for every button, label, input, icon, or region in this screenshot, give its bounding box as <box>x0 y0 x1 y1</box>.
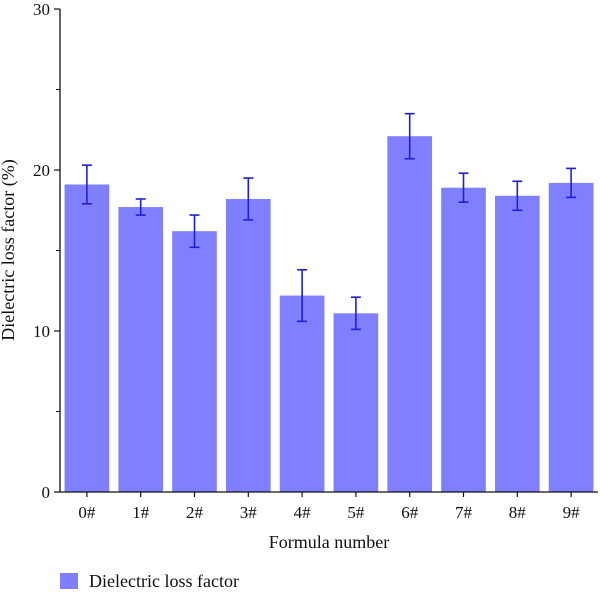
bar-2# <box>172 231 217 492</box>
x-tick-label: 8# <box>509 503 527 522</box>
error-bar-0# <box>81 164 92 205</box>
error-bar-4# <box>297 269 308 323</box>
x-tick-label: 4# <box>294 503 312 522</box>
bar-4# <box>279 295 325 492</box>
x-tick-label: 7# <box>455 503 473 522</box>
x-tick-label: 1# <box>132 503 150 522</box>
error-bar-6# <box>404 112 415 160</box>
bar-7# <box>441 187 486 492</box>
error-bar-7# <box>458 172 469 203</box>
legend-swatch <box>60 573 78 589</box>
y-tick-label: 10 <box>33 322 50 341</box>
bar-6# <box>387 136 433 492</box>
bar-9# <box>548 182 594 492</box>
bar-3# <box>225 198 271 493</box>
error-bar-1# <box>135 198 146 216</box>
y-tick-label: 20 <box>33 161 50 180</box>
x-tick-label: 6# <box>401 503 419 522</box>
error-bars-layer <box>81 112 577 331</box>
error-bar-8# <box>512 180 523 212</box>
x-tick-label: 5# <box>347 503 365 522</box>
x-tick-label: 0# <box>78 503 96 522</box>
y-axis-title: Dielectric loss factor (%) <box>0 159 19 340</box>
y-tick-label: 30 <box>33 0 50 19</box>
ticks-layer: 0# 1# 2# 3# 4# 5# 6# 7# 8# 9# 0 10 20 30 <box>33 0 580 522</box>
bar-8# <box>494 195 540 492</box>
error-bar-3# <box>243 177 254 221</box>
error-bar-5# <box>350 296 361 331</box>
x-axis-title: Formula number <box>269 532 389 552</box>
x-tick-label: 3# <box>240 503 258 522</box>
bar-1# <box>118 207 164 492</box>
legend: Dielectric loss factor <box>60 571 239 591</box>
error-bar-2# <box>189 214 200 249</box>
bar-0# <box>64 184 110 493</box>
x-tick-label: 2# <box>186 503 204 522</box>
y-tick-label: 0 <box>42 483 51 502</box>
bars-layer <box>64 136 594 493</box>
error-bar-9# <box>566 167 577 199</box>
legend-label: Dielectric loss factor <box>89 571 239 590</box>
x-tick-label: 9# <box>563 503 581 522</box>
bar-5# <box>333 313 379 492</box>
